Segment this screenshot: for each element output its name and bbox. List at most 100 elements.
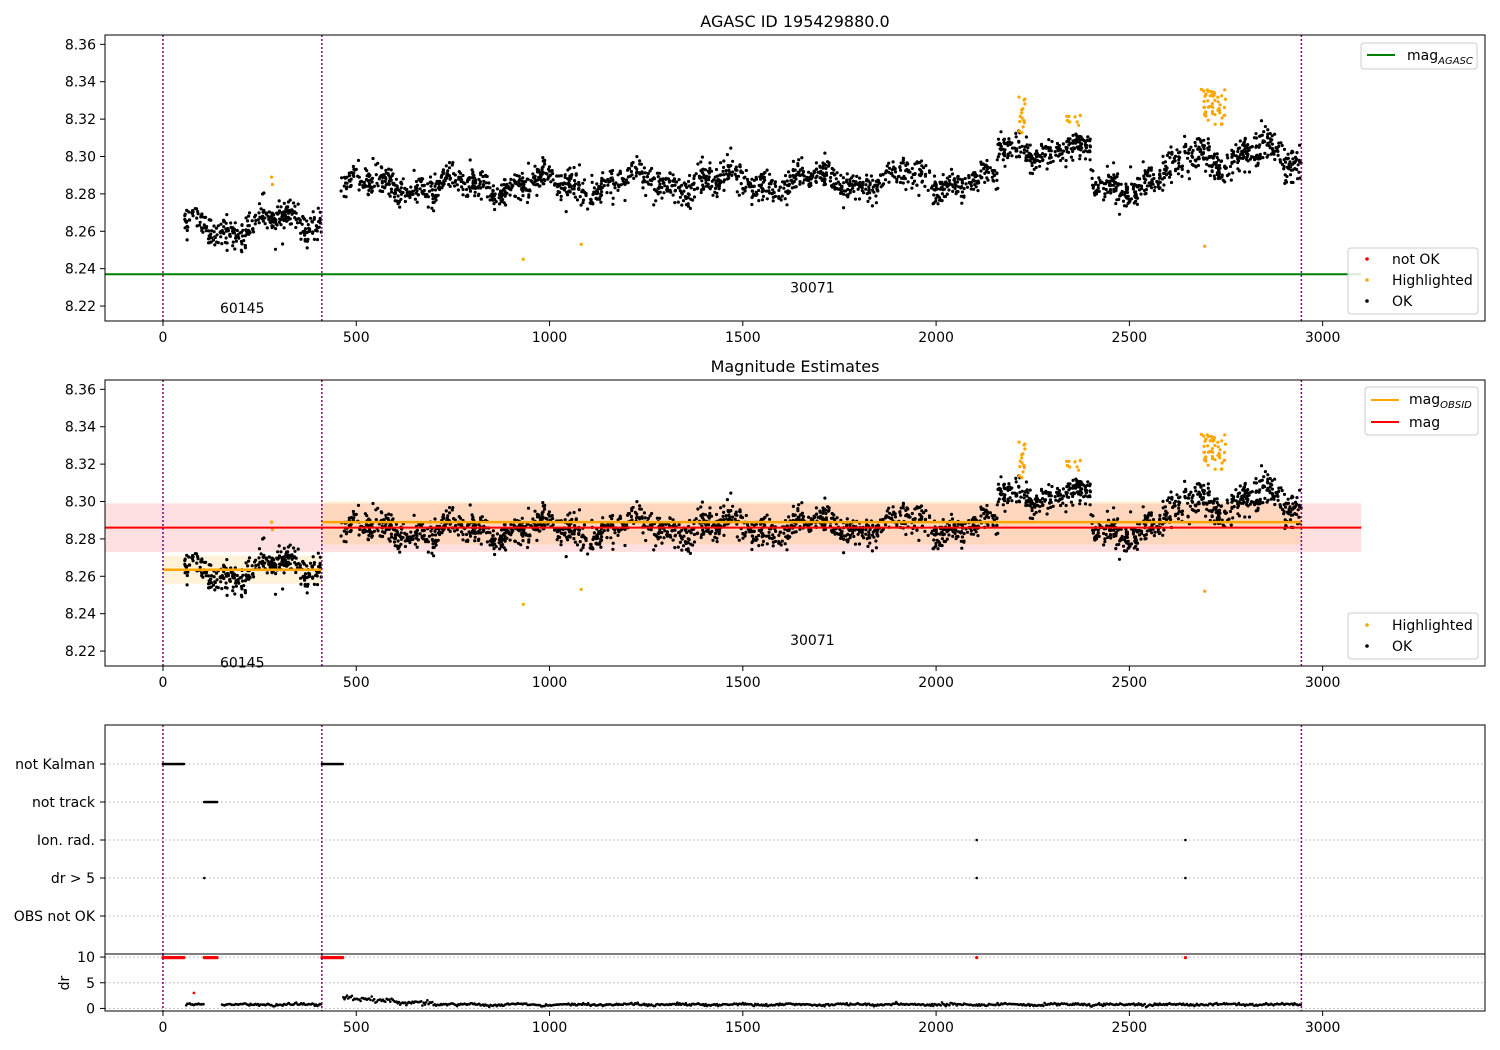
p2-ok-point-1779 (942, 532, 947, 536)
p2-ok-point-1773 (738, 508, 742, 512)
p1-ok-point-449 (493, 207, 497, 212)
p2-ok-point-669 (592, 531, 597, 535)
p1-ok-point-1354 (829, 171, 834, 175)
p2-ok-point-2256 (1103, 540, 1107, 544)
p1-ok-point-2534 (1237, 155, 1241, 159)
p2-ok-point-1684 (804, 522, 808, 527)
p2-ok-point-2031 (1027, 500, 1031, 504)
p1-ok-point-1006 (935, 193, 939, 197)
p1-ok-point-1922 (1024, 135, 1028, 139)
p2-ok-point-307 (294, 562, 298, 566)
p2-ok-point-1491 (823, 522, 827, 527)
p2-ok-point-837 (686, 547, 690, 551)
p2-ok-point-1624 (658, 522, 663, 526)
p1-ok-point-239 (273, 247, 278, 251)
p2-ok-point-1469 (842, 551, 846, 555)
p2-ok-point-224 (243, 579, 247, 583)
p2-ok-point-1580 (443, 524, 447, 528)
p1-highlighted-point-67 (1222, 105, 1226, 110)
p2-ok-point-1498 (853, 527, 857, 532)
p1-ok-point-2240 (1112, 189, 1116, 193)
p2-ok-point-1971 (1065, 495, 1069, 499)
p2-ok-point-2171 (1164, 518, 1169, 522)
p1-ok-point-1303 (501, 188, 506, 192)
p2-ok-point-1800 (941, 527, 945, 532)
p2-ok-point-610 (540, 513, 544, 517)
p2-ok-point-2239 (1102, 543, 1106, 547)
p1-highlighted-point-35 (1216, 100, 1220, 104)
p2-ok-point-1473 (425, 537, 429, 542)
p1-ok-point-1402 (923, 174, 928, 178)
p1-ok-point-1791 (339, 189, 343, 193)
p1-ok-point-542 (590, 173, 594, 177)
p2-ok-point-1043 (760, 543, 765, 547)
p1-ok-point-196 (280, 211, 284, 215)
p2-ok-point-1601 (868, 541, 872, 545)
p1-ok-point-1559 (624, 178, 629, 182)
p1-ok-point-1587 (606, 177, 610, 182)
p2-ok-point-984 (924, 509, 928, 513)
p1-ok-point-863 (677, 178, 681, 182)
p1-ok-point-1777 (669, 190, 673, 194)
p1-ok-point-250 (228, 233, 232, 238)
p2-ok-point-139 (188, 563, 192, 567)
p2-ok-point-1955 (1080, 483, 1084, 487)
p1-ok-point-632 (920, 164, 924, 168)
p1-ok-point-2159 (1091, 169, 1095, 173)
p1-highlighted-point-75 (1204, 92, 1208, 96)
p1-ok-point-635 (890, 168, 894, 172)
p1-ok-point-2501 (1283, 181, 1287, 185)
p1-ok-point-1428 (559, 174, 563, 178)
p2-ok-point-283 (286, 550, 290, 554)
p2-ok-point-2056 (1104, 532, 1108, 537)
p2-ok-point-2227 (1173, 514, 1178, 518)
p1-ok-point-305 (245, 231, 249, 235)
p1-ok-point-2168 (1090, 176, 1094, 180)
p1-ok-point-2028 (996, 155, 1000, 159)
p2-ok-point-1362 (521, 539, 525, 543)
p1-ok-point-1027 (722, 159, 726, 163)
p1-ok-point-1287 (533, 164, 537, 168)
p1-ok-point-1383 (654, 189, 658, 193)
p1-ok-point-1202 (932, 193, 936, 197)
p1-ok-point-1096 (947, 188, 951, 192)
p2-ok-point-292 (209, 581, 213, 585)
p1-ok-point-1622 (676, 186, 681, 190)
p1-ok-point-1966 (1088, 158, 1092, 162)
p1-ok-point-2495 (1187, 177, 1191, 181)
p1-ok-point-2039 (1079, 144, 1083, 148)
p1-ok-point-574 (415, 200, 419, 204)
p1-ok-point-1099 (590, 180, 594, 184)
p2-ok-point-1513 (364, 523, 368, 527)
p1-ok-point-1250 (901, 181, 905, 185)
p1-ok-point-2109 (1158, 180, 1162, 184)
p1-ok-point-739 (629, 169, 634, 174)
p2-ok-point-262 (270, 561, 274, 565)
p1-ok-point-2205 (1144, 178, 1148, 182)
p2-ok-point-96 (233, 592, 237, 596)
p2-ok-point-342 (744, 530, 748, 534)
p2-ok-point-1515 (457, 515, 461, 519)
p1-highlighted-point-17 (1020, 131, 1024, 135)
p1-ok-point-2177 (1150, 186, 1154, 190)
p2-ok-point-436 (429, 529, 433, 533)
p1-ok-point-986 (626, 175, 631, 179)
p1-legend-dot-ok (1365, 299, 1369, 303)
p2-ok-point-1903 (1040, 500, 1044, 504)
p2-ok-point-2236 (1112, 506, 1116, 510)
p2-ok-point-319 (292, 546, 296, 550)
p2-ok-point-2165 (1161, 533, 1165, 537)
p1-ok-point-2345 (1191, 163, 1196, 167)
p2-ok-point-2276 (1238, 484, 1242, 488)
p1-ok-point-2508 (1216, 158, 1220, 162)
p1-ok-point-695 (910, 176, 914, 180)
p2-ok-point-2224 (1132, 527, 1137, 532)
p2-ok-point-894 (660, 541, 664, 545)
p1-ok-point-992 (842, 181, 846, 185)
p1-ok-point-1959 (1003, 164, 1007, 168)
p1-ok-point-1965 (1028, 171, 1032, 175)
p2-ok-point-1359 (856, 532, 860, 536)
p1-ok-point-1426 (881, 183, 885, 187)
p1-ok-point-1742 (395, 199, 399, 203)
p1-ok-point-2543 (1206, 148, 1210, 152)
